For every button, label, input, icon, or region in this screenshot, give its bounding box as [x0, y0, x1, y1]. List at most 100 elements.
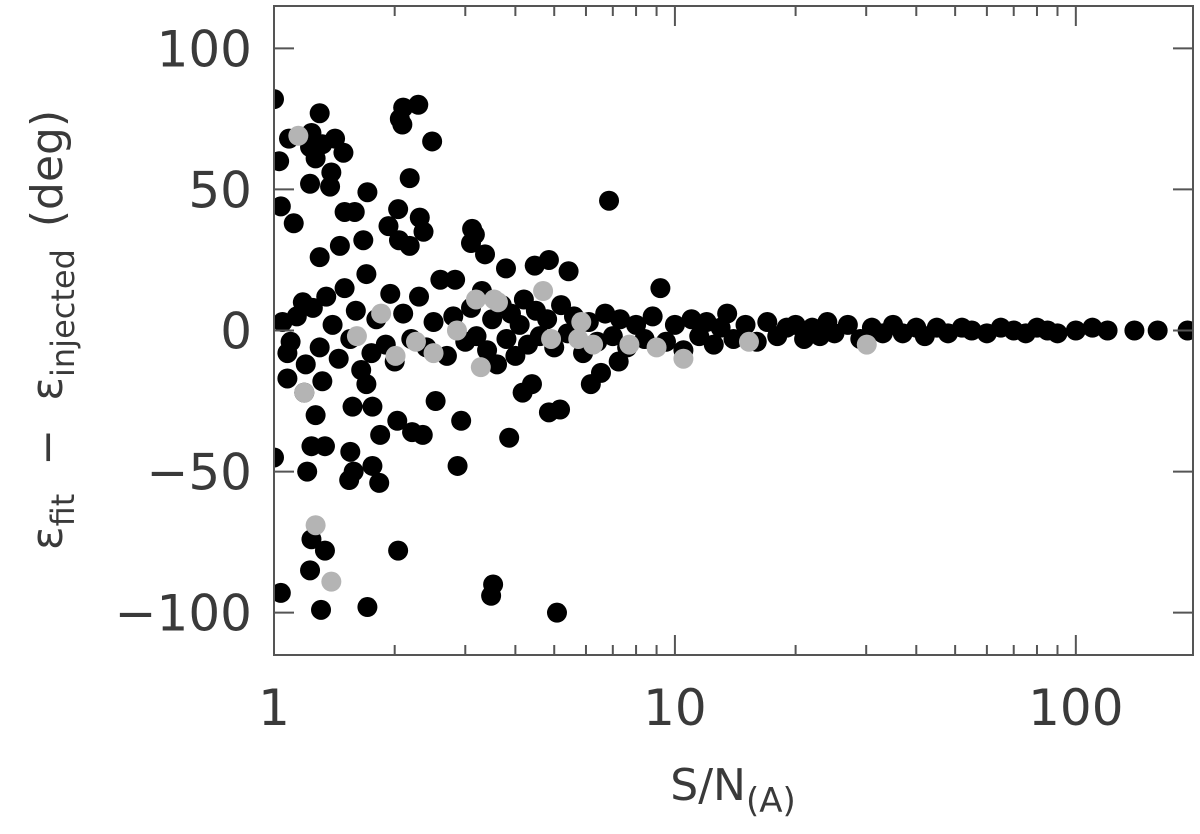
scatter-point: [295, 354, 316, 375]
y-tick-label: 100: [157, 20, 252, 78]
scatter-point: [487, 292, 508, 313]
y-label-subscript: injected: [44, 249, 82, 377]
scatter-point: [321, 571, 342, 592]
scatter-point: [312, 371, 333, 392]
scatter-point: [274, 447, 284, 468]
scatter-point: [837, 314, 858, 335]
scatter-point: [339, 470, 360, 491]
scatter-point: [356, 264, 377, 285]
scatter-point: [521, 374, 542, 395]
scatter-point: [599, 190, 620, 211]
scatter-point: [387, 410, 408, 431]
scatter-point: [477, 340, 498, 361]
scatter-point: [274, 89, 284, 110]
scatter-point: [357, 182, 378, 203]
scatter-point: [309, 103, 330, 124]
scatter-point: [664, 314, 685, 335]
scatter-point: [619, 334, 640, 355]
scatter-point: [357, 597, 378, 618]
scatter-point: [283, 213, 304, 234]
scatter-point: [558, 261, 579, 282]
scatter-point: [345, 300, 366, 321]
axes: −100 −50 0 50 100 1 10 100: [115, 6, 1193, 737]
scatter-point: [499, 427, 520, 448]
scatter-point: [413, 221, 434, 242]
scatter-point: [423, 343, 444, 364]
scatter-point: [703, 334, 724, 355]
scatter-point: [642, 306, 663, 327]
scatter-point: [1097, 320, 1118, 341]
scatter-point: [297, 461, 318, 482]
scatter-point: [351, 360, 372, 381]
scatter-point: [1124, 320, 1145, 341]
scatter-point: [333, 142, 354, 163]
scatter-point: [496, 328, 517, 349]
scatter-point: [610, 309, 631, 330]
scatter-point: [1065, 320, 1086, 341]
scatter-point: [757, 312, 778, 333]
scatter-point: [328, 348, 349, 369]
scatter-point: [274, 582, 291, 603]
scatter-point: [681, 309, 702, 330]
scatter-point: [334, 278, 355, 299]
scatter-point: [388, 199, 409, 220]
scatter-point: [288, 125, 309, 146]
scatter-point: [300, 560, 321, 581]
y-tick-label: −100: [115, 585, 252, 643]
scatter-point: [294, 382, 315, 403]
scatter-point: [320, 176, 341, 197]
scatter-point: [430, 269, 451, 290]
scatter-point: [546, 602, 567, 623]
scatter-point: [551, 295, 572, 316]
scatter-point: [393, 303, 414, 324]
scatter-point: [509, 314, 530, 335]
scatter-point: [322, 314, 343, 335]
scatter-point: [447, 455, 468, 476]
scatter-point: [388, 230, 409, 251]
x-tick-label: 10: [643, 679, 707, 737]
scatter-point: [344, 201, 365, 222]
x-axis-label: S/N(A): [670, 760, 795, 821]
scatter-point: [369, 472, 390, 493]
scatter-point: [412, 424, 433, 445]
scatter-point: [399, 168, 420, 189]
scatter-point: [388, 540, 409, 561]
y-label-subscript: fit: [44, 494, 82, 527]
y-tick-label: −50: [146, 444, 252, 502]
scatter-point: [353, 230, 374, 251]
scatter-point: [466, 326, 487, 347]
scatter-point: [646, 337, 667, 358]
y-label-unit: (deg): [22, 110, 73, 227]
scatter-point: [495, 258, 516, 279]
scatter-point: [309, 337, 330, 358]
scatter-point: [280, 331, 301, 352]
scatter-point: [524, 255, 545, 276]
scatter-point: [305, 515, 326, 536]
scatter-point: [392, 114, 413, 135]
scatter-point: [1047, 323, 1068, 344]
scatter-point: [300, 173, 321, 194]
scatter-point: [314, 436, 335, 457]
scatter-point: [370, 424, 391, 445]
scatter-point: [302, 297, 323, 318]
scatter-point: [309, 247, 330, 268]
scatter-point: [451, 410, 472, 431]
scatter-point: [445, 269, 466, 290]
scatter-point: [277, 368, 298, 389]
scatter-point: [723, 328, 744, 349]
y-label-minus: −: [22, 429, 73, 466]
scatter-point: [1082, 317, 1103, 338]
scatter-point: [673, 348, 694, 369]
scatter-point: [342, 396, 363, 417]
y-tick-label: 0: [220, 303, 252, 361]
x-label-text: S/N: [670, 760, 746, 811]
y-label-symbol: ε: [22, 377, 73, 401]
scatter-point: [961, 320, 982, 341]
scatter-point: [464, 224, 485, 245]
scatter-point: [475, 244, 496, 265]
scatter-point: [537, 309, 558, 330]
scatter-point: [550, 399, 571, 420]
scatter-point: [487, 354, 508, 375]
scatter-point: [423, 312, 444, 333]
